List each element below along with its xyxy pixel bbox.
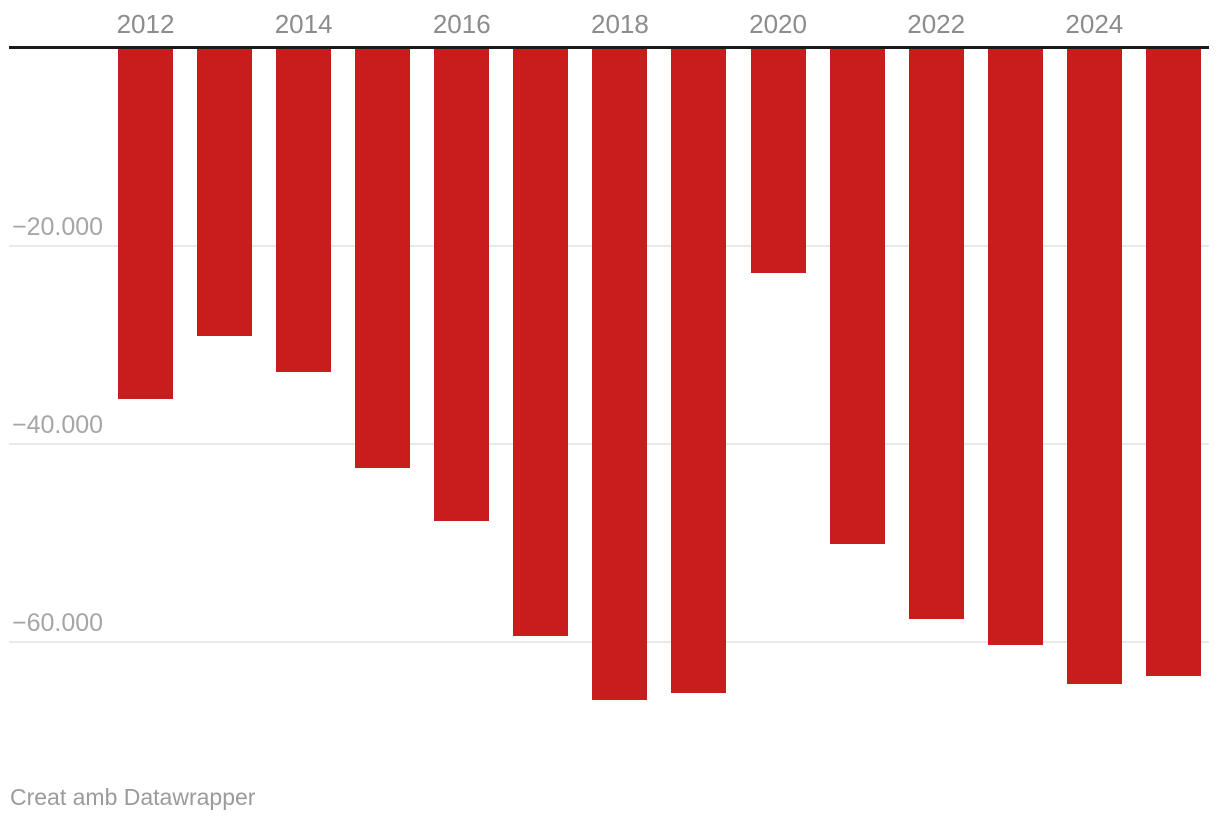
bar-2018[interactable]	[592, 48, 648, 700]
bar-2021[interactable]	[829, 48, 885, 544]
x-axis-tick-label: 2014	[274, 9, 333, 39]
x-axis-tick-label: 2016	[432, 9, 491, 39]
bar-2023[interactable]	[987, 48, 1043, 646]
bar-2025[interactable]	[1145, 48, 1201, 676]
bar-2012[interactable]	[118, 48, 173, 400]
bar-2016[interactable]	[434, 48, 490, 522]
datawrapper-attribution-link[interactable]: Creat amb Datawrapper	[10, 784, 256, 810]
bar-2024[interactable]	[1066, 48, 1122, 684]
x-axis-tick-label: 2020	[749, 9, 807, 39]
y-axis-tick-label: −40.000	[12, 410, 104, 439]
bar-2015[interactable]	[355, 48, 411, 468]
bar-2020[interactable]	[750, 48, 806, 274]
y-axis-tick-label: −60.000	[12, 609, 104, 638]
bar-2013[interactable]	[197, 48, 253, 336]
bar-2022[interactable]	[908, 48, 964, 620]
bar-2019[interactable]	[671, 48, 727, 693]
x-axis-tick-label: 2024	[1065, 9, 1124, 39]
bar-2017[interactable]	[513, 48, 569, 637]
x-axis-tick-label: 2018	[590, 9, 649, 39]
y-axis-tick-label: −20.000	[12, 212, 104, 241]
bar-2014[interactable]	[276, 48, 332, 372]
x-axis-baseline	[9, 46, 1209, 49]
x-axis-tick-label: 2012	[116, 9, 175, 39]
x-axis-tick-label: 2022	[907, 9, 966, 39]
